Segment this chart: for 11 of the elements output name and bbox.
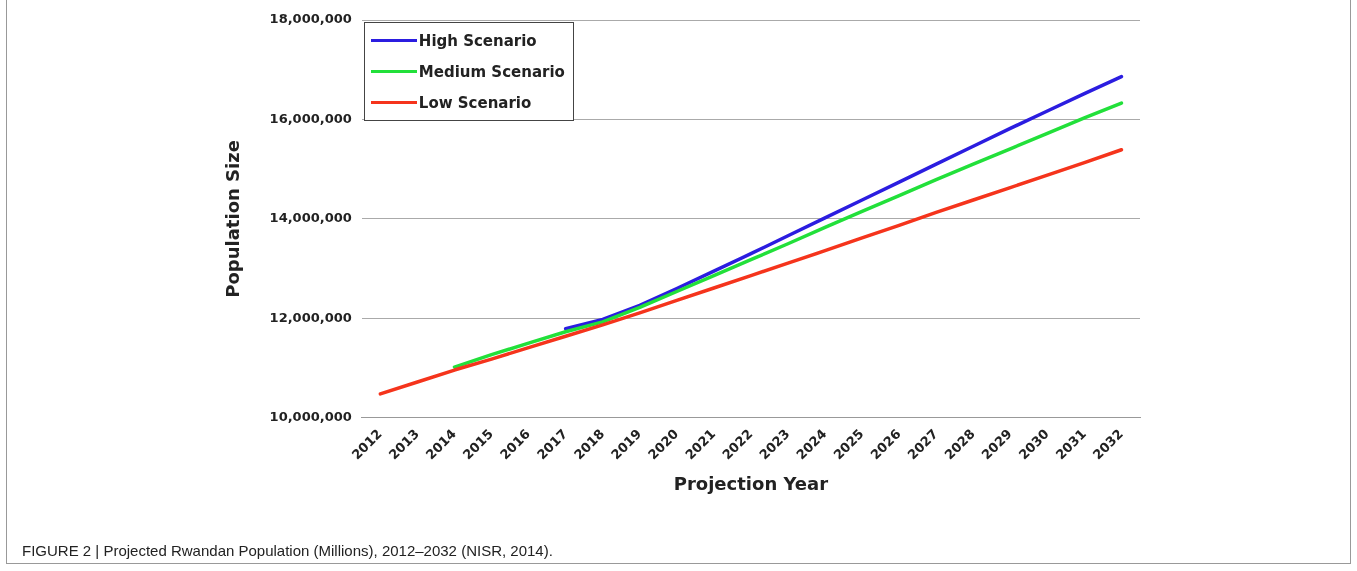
y-tick-label: 18,000,000: [269, 11, 352, 27]
x-axis-title: Projection Year: [673, 472, 829, 494]
y-axis-title: Population Size: [222, 140, 244, 298]
y-tick-label: 10,000,000: [269, 409, 352, 425]
y-tick-label: 16,000,000: [269, 110, 352, 126]
legend-label: Low Scenario: [418, 93, 532, 112]
y-tick-label: 12,000,000: [269, 309, 352, 325]
y-tick-label: 14,000,000: [269, 210, 352, 226]
legend-label: Medium Scenario: [418, 62, 565, 81]
caption: FIGURE 2 | Projected Rwandan Population (Millions), 2012–2032 (NISR, 2014).: [22, 542, 553, 559]
legend-label: High Scenario: [418, 31, 537, 50]
